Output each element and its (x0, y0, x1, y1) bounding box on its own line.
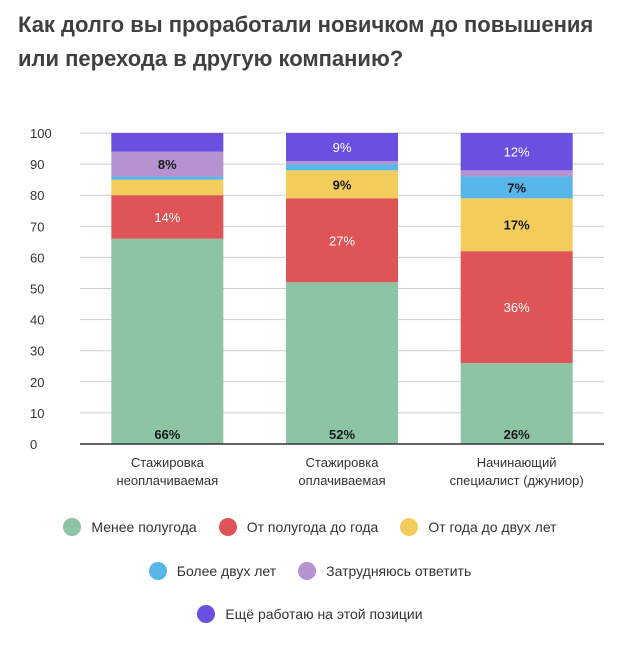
data-label: 9% (333, 177, 352, 192)
x-tick-label: специалист (джуниор) (450, 473, 584, 488)
legend-swatch (197, 605, 216, 623)
bar-segment (286, 133, 398, 161)
stacked-bar-chart: 0 10 20 30 40 50 60 70 80 90 100 66% 14% 8% Стажировка… (30, 126, 604, 488)
legend-item-less-half-year[interactable]: Менее полугода (63, 518, 197, 536)
x-tick-label: оплачиваемая (298, 473, 385, 488)
legend-label: Затрудняюсь ответить (326, 563, 472, 579)
legend-swatch (148, 562, 167, 580)
legend-item-over-two-years[interactable]: Более двух лет (148, 562, 277, 580)
y-tick-label: 40 (30, 313, 44, 328)
legend-item-still-working[interactable]: Ещё работаю на этой позиции (197, 605, 423, 623)
bar-segment (460, 176, 573, 199)
y-tick-label: 70 (30, 219, 44, 234)
x-tick-label: Стажировка (131, 455, 205, 470)
bar-segment (111, 151, 224, 177)
bar-segment (460, 198, 573, 252)
data-label: 26% (504, 427, 530, 442)
legend-item-hard-to-say[interactable]: Затрудняюсь ответить (298, 562, 471, 580)
bar-segment (286, 160, 398, 165)
bar-segment (460, 133, 573, 171)
legend-label: Менее полугода (91, 519, 197, 535)
y-tick-label: 60 (30, 250, 44, 265)
data-label: 14% (154, 210, 180, 225)
legend-row-1: Менее полугода От полугода до года От го… (0, 518, 620, 536)
data-label: 17% (504, 218, 530, 233)
bar-segment (111, 176, 224, 180)
chart-title: Как долго вы проработали новичком до пов… (18, 12, 594, 71)
x-tick-label: неоплачиваемая (116, 473, 218, 488)
bar-segment (111, 195, 224, 239)
bar-segment (286, 170, 398, 199)
data-label: 8% (158, 157, 177, 172)
legend-swatch (218, 518, 237, 536)
y-tick-label: 50 (30, 282, 44, 297)
legend-label: От года до двух лет (428, 519, 557, 535)
bar-segment (460, 170, 573, 177)
bar-segment (286, 198, 398, 283)
y-tick-label: 100 (30, 126, 52, 141)
data-label: 36% (504, 300, 530, 315)
y-tick-label: 30 (30, 344, 44, 359)
y-tick-label: 0 (30, 437, 37, 452)
legend-row-2: Более двух лет Затрудняюсь ответить (0, 562, 620, 580)
data-label: 52% (329, 427, 355, 442)
bar-segment (286, 164, 398, 171)
data-label: 12% (504, 145, 530, 160)
bar-segment (460, 363, 573, 444)
legend-item-half-to-one-year[interactable]: От полугода до года (218, 518, 379, 536)
legend-label: Более двух лет (176, 563, 277, 579)
legend-item-one-to-two-years[interactable]: От года до двух лет (400, 518, 557, 536)
y-tick-label: 90 (30, 157, 44, 172)
data-label: 66% (154, 427, 180, 442)
legend-row-3: Ещё работаю на этой позиции (0, 605, 620, 623)
x-tick-label: Начинающий (477, 455, 557, 470)
legend-label: От полугода до года (246, 519, 379, 535)
bar-segment (111, 133, 224, 152)
y-tick-label: 10 (30, 406, 44, 421)
legend-label: Ещё работаю на этой позиции (225, 606, 423, 622)
legend-swatch (63, 518, 82, 536)
data-label: 7% (507, 180, 526, 195)
bar-segment (460, 251, 573, 364)
bar-segment (286, 282, 398, 444)
bar-segment (111, 179, 224, 196)
bar-segment (111, 238, 224, 444)
x-tick-label: Стажировка (306, 455, 380, 470)
y-tick-label: 80 (30, 188, 44, 203)
legend-swatch (400, 518, 419, 536)
data-label: 27% (329, 233, 355, 248)
y-tick-label: 20 (30, 375, 44, 390)
legend-swatch (298, 562, 317, 580)
data-label: 9% (333, 140, 352, 155)
